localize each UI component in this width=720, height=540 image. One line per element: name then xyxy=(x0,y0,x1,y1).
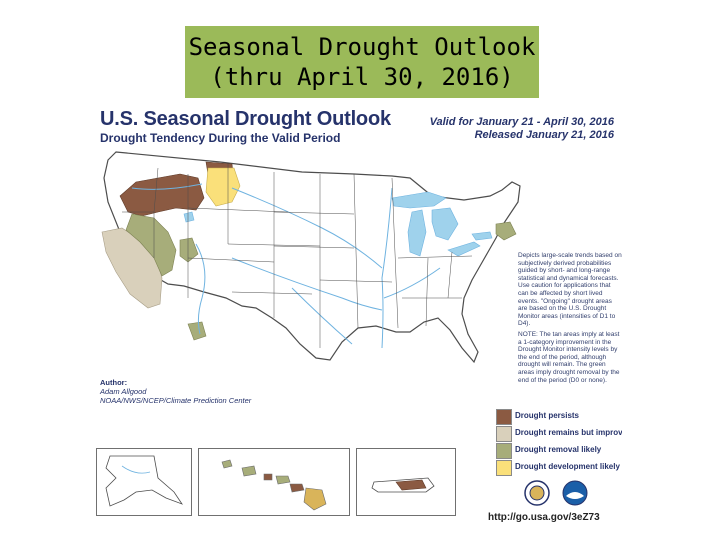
drought-development-montana xyxy=(205,167,241,207)
legend-swatch-improves xyxy=(496,426,512,442)
lake-ontario xyxy=(471,231,493,241)
lake-michigan xyxy=(407,209,427,257)
notes-paragraph-1: Depicts large-scale trends based on subj… xyxy=(518,252,622,328)
drought-outlook-map: U.S. Seasonal Drought Outlook Drought Te… xyxy=(92,100,622,532)
legend-label-persists: Drought persists xyxy=(515,411,580,420)
legend-label-improves: Drought remains but improves xyxy=(515,428,622,437)
author-name: Adam Allgood xyxy=(100,387,147,396)
conus-map xyxy=(101,151,521,364)
legend-label-development: Drought development likely xyxy=(515,462,620,471)
legend-swatch-persists xyxy=(496,409,512,425)
legend-label-removal: Drought removal likely xyxy=(515,445,602,454)
map-source-url: http://go.usa.gov/3eZ73 xyxy=(488,512,600,523)
great-salt-lake xyxy=(183,211,195,223)
nws-seal-icon xyxy=(524,480,550,506)
author-org: NOAA/NWS/NCEP/Climate Prediction Center xyxy=(100,396,252,405)
lake-huron xyxy=(431,207,459,241)
valid-dates: Valid for January 21 - April 30, 2016 xyxy=(429,116,614,128)
state-borders xyxy=(122,164,473,348)
noaa-logo-icon xyxy=(562,480,588,506)
drought-removal-nevada xyxy=(125,213,177,277)
puerto-rico-inset xyxy=(356,448,456,516)
hawaii-inset xyxy=(198,448,350,516)
legend-swatch-development xyxy=(496,460,512,476)
author-block: Author: Adam Allgood NOAA/NWS/NCEP/Clima… xyxy=(100,378,251,405)
slide-title-line1: Seasonal Drought Outlook xyxy=(188,33,536,61)
lake-superior xyxy=(391,191,447,209)
slide-title-line2: (thru April 30, 2016) xyxy=(210,63,514,91)
slide-title-box: Seasonal Drought Outlook (thru April 30,… xyxy=(185,26,539,98)
map-subtitle: Drought Tendency During the Valid Period xyxy=(100,131,341,145)
alaska-inset xyxy=(96,448,192,516)
release-date: Released January 21, 2016 xyxy=(474,129,614,141)
rivers xyxy=(131,183,441,349)
drought-removal-new-england xyxy=(495,221,517,241)
author-label: Author: xyxy=(100,378,128,387)
legend-swatch-removal xyxy=(496,443,512,459)
valid-period: Valid for January 21 - April 30, 2016 Re… xyxy=(430,116,614,142)
lake-erie xyxy=(447,241,481,257)
map-notes: Depicts large-scale trends based on subj… xyxy=(518,252,622,387)
map-title: U.S. Seasonal Drought Outlook xyxy=(100,108,391,130)
drought-removal-arizona xyxy=(187,321,207,341)
notes-paragraph-2: NOTE: The tan areas imply at least a 1-c… xyxy=(518,330,620,384)
